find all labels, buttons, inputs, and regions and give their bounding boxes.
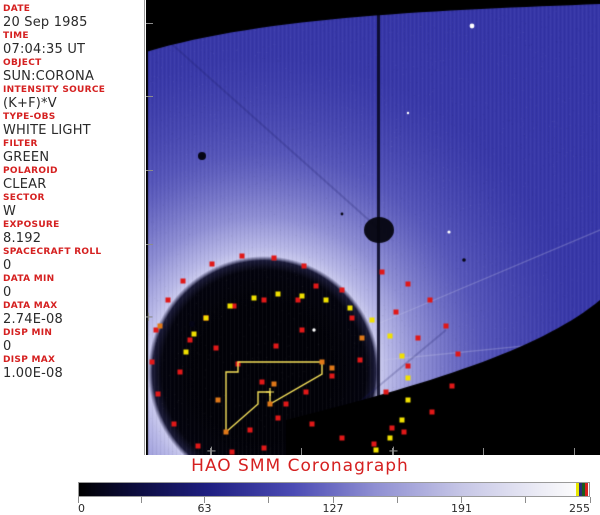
image-axis-tick bbox=[483, 448, 484, 455]
metadata-label: DATA MIN bbox=[3, 274, 144, 285]
image-axis-tick bbox=[146, 170, 153, 171]
metadata-value: 07:04:35 UT bbox=[3, 42, 144, 57]
image-axis-plus-marker: + bbox=[388, 445, 399, 455]
figure-title: HAO SMM Coronagraph bbox=[0, 456, 600, 476]
colorbar-tick-label: 255 bbox=[569, 503, 590, 514]
metadata-value: 0 bbox=[3, 339, 144, 354]
metadata-label: OBJECT bbox=[3, 58, 144, 69]
metadata-value: 8.192 bbox=[3, 231, 144, 246]
metadata-value: WHITE LIGHT bbox=[3, 123, 144, 138]
colorbar-tick-label: 191 bbox=[451, 503, 472, 514]
metadata-value: 20 Sep 1985 bbox=[3, 15, 144, 30]
metadata-value: CLEAR bbox=[3, 177, 144, 192]
metadata-row: SECTOR W bbox=[3, 193, 144, 219]
image-axis-plus-marker: + bbox=[206, 445, 217, 455]
colorbar-tick bbox=[590, 497, 591, 503]
metadata-value: SUN:CORONA bbox=[3, 69, 144, 84]
image-axis-tick bbox=[146, 23, 153, 24]
colorbar bbox=[78, 482, 590, 497]
metadata-label: DATA MAX bbox=[3, 301, 144, 312]
metadata-label: POLAROID bbox=[3, 166, 144, 177]
colorbar-tick bbox=[397, 497, 398, 503]
corona-image-frame: + + + bbox=[146, 0, 600, 455]
colorbar-area: 0 63 127 191 255 bbox=[78, 482, 590, 512]
colorbar-tick-label: 127 bbox=[322, 503, 343, 514]
metadata-row: DISP MAX 1.00E-08 bbox=[3, 355, 144, 381]
metadata-label: SPACECRAFT ROLL bbox=[3, 247, 144, 258]
colorbar-flag bbox=[585, 483, 588, 496]
metadata-row: DATE 20 Sep 1985 bbox=[3, 4, 144, 30]
metadata-row: POLAROID CLEAR bbox=[3, 166, 144, 192]
image-axis-tick bbox=[574, 448, 575, 455]
metadata-row: INTENSITY SOURCE (K+F)*V bbox=[3, 85, 144, 111]
metadata-row: DISP MIN 0 bbox=[3, 328, 144, 354]
metadata-value: W bbox=[3, 204, 144, 219]
metadata-row: TIME 07:04:35 UT bbox=[3, 31, 144, 57]
metadata-label: DISP MAX bbox=[3, 355, 144, 366]
metadata-row: DATA MAX 2.74E-08 bbox=[3, 301, 144, 327]
image-axis-tick bbox=[146, 96, 153, 97]
metadata-row: EXPOSURE 8.192 bbox=[3, 220, 144, 246]
metadata-panel: DATE 20 Sep 1985 TIME 07:04:35 UT OBJECT SUN:… bbox=[0, 0, 145, 455]
metadata-label: DATE bbox=[3, 4, 144, 15]
metadata-label: FILTER bbox=[3, 139, 144, 150]
metadata-label: INTENSITY SOURCE bbox=[3, 85, 144, 96]
colorbar-tick bbox=[525, 497, 526, 503]
metadata-label: DISP MIN bbox=[3, 328, 144, 339]
metadata-row: FILTER GREEN bbox=[3, 139, 144, 165]
colorbar-flag bbox=[582, 483, 585, 496]
metadata-label: TIME bbox=[3, 31, 144, 42]
metadata-row: DATA MIN 0 bbox=[3, 274, 144, 300]
metadata-label: SECTOR bbox=[3, 193, 144, 204]
image-axis-tick bbox=[146, 244, 153, 245]
metadata-label: EXPOSURE bbox=[3, 220, 144, 231]
metadata-value: 0 bbox=[3, 258, 144, 273]
metadata-row: SPACECRAFT ROLL 0 bbox=[3, 247, 144, 273]
metadata-value: (K+F)*V bbox=[3, 96, 144, 111]
colorbar-tick-label: 63 bbox=[197, 503, 211, 514]
metadata-value: GREEN bbox=[3, 150, 144, 165]
solar-corona-image bbox=[146, 0, 600, 455]
metadata-value: 0 bbox=[3, 285, 144, 300]
metadata-value: 2.74E-08 bbox=[3, 312, 144, 327]
metadata-row: TYPE-OBS WHITE LIGHT bbox=[3, 112, 144, 138]
colorbar-tick bbox=[141, 497, 142, 503]
colorbar-gradient bbox=[79, 483, 589, 496]
colorbar-tick bbox=[268, 497, 269, 503]
colorbar-tick-label: 0 bbox=[78, 503, 85, 514]
image-axis-tick bbox=[301, 448, 302, 455]
coronagraph-figure: DATE 20 Sep 1985 TIME 07:04:35 UT OBJECT SUN:… bbox=[0, 0, 600, 512]
image-axis-plus-marker: + bbox=[146, 311, 154, 324]
metadata-row: OBJECT SUN:CORONA bbox=[3, 58, 144, 84]
metadata-label: TYPE-OBS bbox=[3, 112, 144, 123]
metadata-value: 1.00E-08 bbox=[3, 366, 144, 381]
